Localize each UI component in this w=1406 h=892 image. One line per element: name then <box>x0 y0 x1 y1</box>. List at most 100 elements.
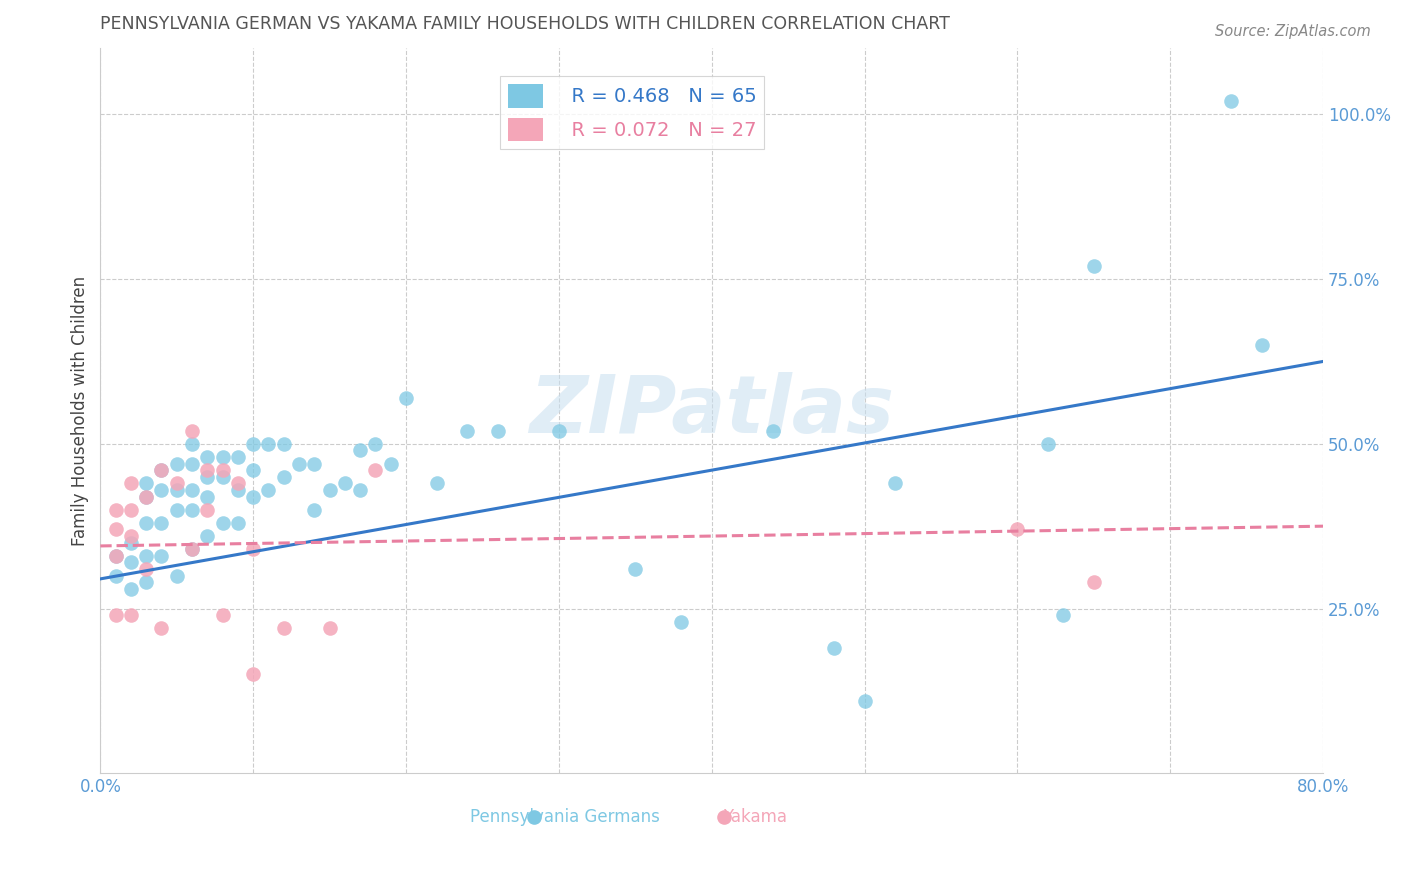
Point <box>181 542 204 557</box>
Point <box>226 483 249 497</box>
Point <box>135 562 157 576</box>
Point <box>120 582 142 596</box>
Point <box>166 476 188 491</box>
Point <box>181 437 204 451</box>
Text: Pennsylvania Germans: Pennsylvania Germans <box>470 808 659 826</box>
Point <box>242 490 264 504</box>
Text: Source: ZipAtlas.com: Source: ZipAtlas.com <box>1215 24 1371 39</box>
Point <box>195 450 218 464</box>
Point <box>486 424 509 438</box>
Point <box>150 463 173 477</box>
Point <box>181 483 204 497</box>
Point <box>150 516 173 530</box>
Point <box>273 469 295 483</box>
Point <box>349 443 371 458</box>
Point <box>120 502 142 516</box>
Point <box>242 542 264 557</box>
Point <box>884 476 907 491</box>
Point <box>211 450 233 464</box>
Point <box>318 621 340 635</box>
Point <box>166 483 188 497</box>
Point <box>135 575 157 590</box>
Point <box>669 615 692 629</box>
Point <box>120 535 142 549</box>
Point <box>624 562 647 576</box>
Point <box>211 463 233 477</box>
Point <box>181 502 204 516</box>
Point <box>869 805 891 820</box>
Point <box>762 424 785 438</box>
Point <box>166 457 188 471</box>
Point <box>120 556 142 570</box>
Point <box>548 424 571 438</box>
Point <box>104 549 127 563</box>
Point <box>242 667 264 681</box>
Point <box>226 516 249 530</box>
Point <box>104 549 127 563</box>
Point <box>456 424 478 438</box>
Text: ZIPatlas: ZIPatlas <box>529 372 894 450</box>
Point <box>181 424 204 438</box>
Text: PENNSYLVANIA GERMAN VS YAKAMA FAMILY HOUSEHOLDS WITH CHILDREN CORRELATION CHART: PENNSYLVANIA GERMAN VS YAKAMA FAMILY HOU… <box>100 15 950 33</box>
Point <box>195 502 218 516</box>
Point <box>135 490 157 504</box>
Legend:   R = 0.468   N = 65,   R = 0.072   N = 27: R = 0.468 N = 65, R = 0.072 N = 27 <box>501 77 765 149</box>
Point <box>1083 575 1105 590</box>
Point <box>1220 94 1243 108</box>
Point <box>304 502 326 516</box>
Point <box>195 463 218 477</box>
Point <box>257 483 280 497</box>
Point <box>226 450 249 464</box>
Point <box>273 437 295 451</box>
Point <box>1052 608 1074 623</box>
Point <box>426 476 449 491</box>
Point <box>364 463 387 477</box>
Point <box>242 437 264 451</box>
Point <box>257 437 280 451</box>
Point <box>120 529 142 543</box>
Point <box>150 621 173 635</box>
Point <box>1251 338 1274 352</box>
Point <box>195 490 218 504</box>
Point <box>823 641 845 656</box>
Point <box>120 608 142 623</box>
Point <box>288 457 311 471</box>
Point <box>150 549 173 563</box>
Point <box>333 476 356 491</box>
Point <box>304 457 326 471</box>
Point <box>104 523 127 537</box>
Point <box>195 469 218 483</box>
Point <box>150 483 173 497</box>
Point <box>211 469 233 483</box>
Point <box>364 437 387 451</box>
Point <box>211 516 233 530</box>
Point <box>349 483 371 497</box>
Point <box>1007 523 1029 537</box>
Point <box>104 568 127 582</box>
Point <box>166 568 188 582</box>
Point <box>318 483 340 497</box>
Point <box>380 457 402 471</box>
Text: Yakama: Yakama <box>723 808 786 826</box>
Point <box>1083 259 1105 273</box>
Point <box>181 457 204 471</box>
Point <box>273 621 295 635</box>
Point <box>104 608 127 623</box>
Point <box>631 805 654 820</box>
Point <box>135 490 157 504</box>
Point <box>1036 437 1059 451</box>
Point <box>135 549 157 563</box>
Point <box>226 476 249 491</box>
Point <box>853 694 876 708</box>
Point <box>150 463 173 477</box>
Point <box>166 502 188 516</box>
Point <box>211 608 233 623</box>
Y-axis label: Family Households with Children: Family Households with Children <box>72 276 89 546</box>
Point <box>135 476 157 491</box>
Point <box>104 502 127 516</box>
Point <box>120 476 142 491</box>
Point <box>135 516 157 530</box>
Point <box>181 542 204 557</box>
Point <box>195 529 218 543</box>
Point <box>395 391 418 405</box>
